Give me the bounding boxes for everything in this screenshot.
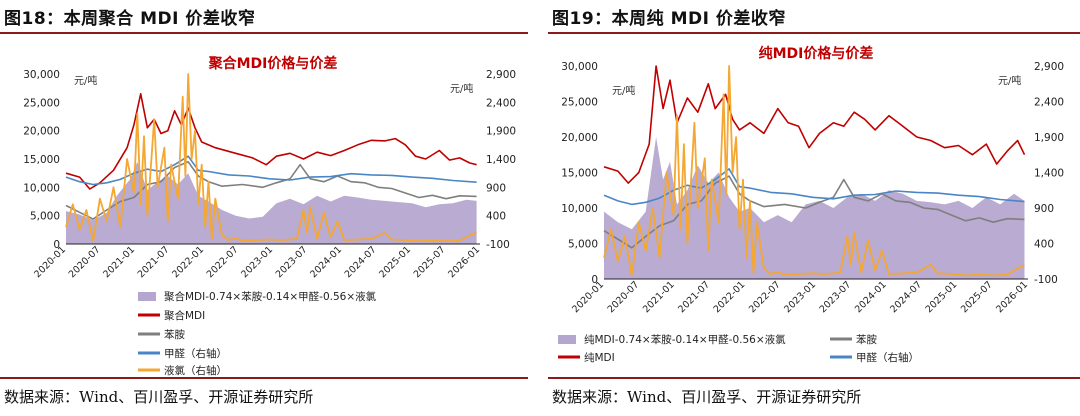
y-tick-left: 0 <box>591 274 598 286</box>
y-tick-left: 25,000 <box>561 97 598 109</box>
source-rule <box>548 377 1080 379</box>
legend-label: 甲醛（右轴） <box>856 351 919 364</box>
legend-label: 聚合MDI-0.74×苯胺-0.14×甲醛-0.56×液氯 <box>164 290 377 303</box>
y-tick-left: 15,000 <box>561 168 598 180</box>
x-tick-label: 2024-01 <box>308 244 344 280</box>
title-rule <box>548 32 1080 34</box>
x-tick-label: 2023-07 <box>818 279 854 315</box>
chart-panel-left: 图18：本周聚合 MDI 价差收窄 聚合MDI价格与价差 元/吨 元/吨 30,000… <box>0 0 528 416</box>
y-tick-right: 2,900 <box>486 69 516 81</box>
chart-svg-right: 纯MDI价格与价差元/吨元/吨30,00025,00020,00015,0001… <box>558 45 1064 364</box>
y-tick-left: 15,000 <box>23 154 60 166</box>
y-tick-left: 10,000 <box>561 203 598 215</box>
source-note: 数据来源：Wind、百川盈孚、开源证券研究所 <box>552 388 862 406</box>
x-tick-label: 2022-07 <box>205 244 241 280</box>
y-tick-left: 10,000 <box>23 182 60 194</box>
x-tick-label: 2026-01 <box>994 279 1030 315</box>
y-tick-right: 400 <box>1034 239 1054 251</box>
y-tick-left: 30,000 <box>561 61 598 73</box>
series-line-chlorine <box>65 73 477 243</box>
legend-swatch <box>138 292 156 301</box>
series-line-chlorine <box>603 65 1025 277</box>
series-line-aniline <box>65 161 477 220</box>
x-tick-label: 2024-07 <box>888 279 924 315</box>
y-tick-left: 20,000 <box>561 132 598 144</box>
legend-label: 苯胺 <box>856 333 877 346</box>
x-tick-label: 2020-07 <box>606 279 642 315</box>
x-tick-label: 2023-01 <box>239 244 275 280</box>
x-tick-label: 2020-01 <box>570 279 606 315</box>
legend-label: 聚合MDI <box>164 309 205 322</box>
y-tick-right: 1,400 <box>1034 168 1064 180</box>
x-tick-label: 2024-01 <box>853 279 889 315</box>
chart-panel-right: 图19：本周纯 MDI 价差收窄 纯MDI价格与价差 元/吨 元/吨 30,000 25… <box>548 0 1080 416</box>
y-tick-left: 30,000 <box>23 69 60 81</box>
source-rule <box>0 377 528 379</box>
y-tick-right: 2,400 <box>486 97 516 109</box>
series-area-spread <box>66 161 477 244</box>
y-tick-left: 5,000 <box>30 211 60 223</box>
x-tick-label: 2023-07 <box>274 244 310 280</box>
x-tick-label: 2021-07 <box>136 244 172 280</box>
legend-label: 苯胺 <box>164 328 185 341</box>
right-unit-label: 元/吨 <box>450 82 473 95</box>
x-tick-label: 2026-01 <box>446 244 482 280</box>
right-unit-label: 元/吨 <box>998 74 1021 87</box>
y-tick-right: -100 <box>486 239 510 251</box>
panel-title: 图18：本周聚合 MDI 价差收窄 <box>4 9 256 29</box>
y-tick-left: 5,000 <box>568 239 598 251</box>
y-tick-right: 1,400 <box>486 154 516 166</box>
source-note: 数据来源：Wind、百川盈孚、开源证券研究所 <box>4 388 314 406</box>
x-tick-label: 2024-07 <box>343 244 379 280</box>
x-tick-label: 2020-01 <box>32 244 68 280</box>
series-line-aniline <box>603 175 1025 249</box>
legend-label: 纯MDI-0.74×苯胺-0.14×甲醛-0.56×液氯 <box>584 333 786 346</box>
legend-label: 甲醛（右轴） <box>164 347 227 360</box>
title-rule <box>0 32 528 34</box>
x-tick-label: 2022-01 <box>712 279 748 315</box>
x-tick-label: 2025-01 <box>924 279 960 315</box>
y-tick-right: 2,400 <box>1034 97 1064 109</box>
x-tick-label: 2023-01 <box>782 279 818 315</box>
chart-svg-left: 聚合MDI价格与价差元/吨元/吨30,00025,00020,00015,000… <box>23 55 516 377</box>
x-tick-label: 2022-01 <box>170 244 206 280</box>
y-tick-left: 25,000 <box>23 97 60 109</box>
x-tick-label: 2020-07 <box>67 244 103 280</box>
chart-title: 聚合MDI价格与价差 <box>208 55 338 72</box>
left-unit-label: 元/吨 <box>74 74 97 87</box>
x-tick-label: 2025-07 <box>412 244 448 280</box>
series-line-mdi <box>603 65 1026 184</box>
x-tick-label: 2021-01 <box>101 244 137 280</box>
y-tick-right: 2,900 <box>1034 61 1064 73</box>
x-tick-label: 2022-07 <box>747 279 783 315</box>
y-tick-right: 1,900 <box>1034 132 1064 144</box>
y-tick-right: -100 <box>1034 274 1058 286</box>
legend-label: 液氯（右轴） <box>164 364 227 377</box>
y-tick-right: 900 <box>1034 203 1054 215</box>
series-line-formaldehyde <box>65 155 477 186</box>
series-line-formaldehyde <box>603 168 1025 206</box>
x-tick-label: 2021-07 <box>676 279 712 315</box>
y-tick-right: 900 <box>486 182 506 194</box>
y-tick-right: 1,900 <box>486 126 516 138</box>
y-tick-right: 400 <box>486 211 506 223</box>
panel-title: 图19：本周纯 MDI 价差收窄 <box>552 9 786 29</box>
x-tick-label: 2021-01 <box>641 279 677 315</box>
left-unit-label: 元/吨 <box>612 84 635 97</box>
series-line-mdi <box>65 93 477 190</box>
legend-label: 纯MDI <box>584 351 615 364</box>
y-tick-left: 0 <box>53 239 60 251</box>
x-tick-label: 2025-01 <box>377 244 413 280</box>
legend-swatch <box>558 335 576 344</box>
y-tick-left: 20,000 <box>23 126 60 138</box>
chart-title: 纯MDI价格与价差 <box>759 45 874 62</box>
x-tick-label: 2025-07 <box>959 279 995 315</box>
series-area-spread <box>604 137 1025 279</box>
